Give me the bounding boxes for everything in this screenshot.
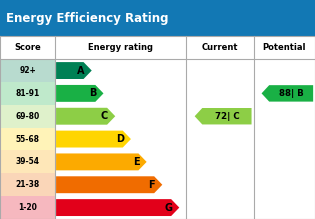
Bar xyxy=(0,150,55,173)
Text: 39-54: 39-54 xyxy=(15,157,40,166)
Text: C: C xyxy=(101,111,108,121)
Text: Potential: Potential xyxy=(262,43,306,52)
Bar xyxy=(0,173,55,196)
Polygon shape xyxy=(56,62,92,79)
Bar xyxy=(0,82,55,105)
Polygon shape xyxy=(56,199,179,216)
Text: 69-80: 69-80 xyxy=(15,112,40,121)
Text: 81-91: 81-91 xyxy=(15,89,40,98)
Text: G: G xyxy=(165,203,173,213)
Text: Energy rating: Energy rating xyxy=(88,43,153,52)
Polygon shape xyxy=(195,108,252,124)
Bar xyxy=(0,128,55,150)
Text: 21-38: 21-38 xyxy=(15,180,40,189)
Text: 72| C: 72| C xyxy=(215,112,239,121)
Text: E: E xyxy=(133,157,139,167)
Text: Score: Score xyxy=(14,43,41,52)
Polygon shape xyxy=(56,176,162,193)
Text: 55-68: 55-68 xyxy=(15,134,40,144)
Text: Current: Current xyxy=(202,43,238,52)
Text: 1-20: 1-20 xyxy=(18,203,37,212)
Text: Energy Efficiency Rating: Energy Efficiency Rating xyxy=(6,12,168,25)
Polygon shape xyxy=(56,85,104,102)
Bar xyxy=(0,59,55,82)
Text: 92+: 92+ xyxy=(19,66,36,75)
Text: 88| B: 88| B xyxy=(279,89,304,98)
Bar xyxy=(0,0,315,36)
Text: B: B xyxy=(89,88,96,98)
Polygon shape xyxy=(261,85,313,102)
Polygon shape xyxy=(56,108,115,125)
Polygon shape xyxy=(56,154,146,170)
Text: D: D xyxy=(116,134,124,144)
Polygon shape xyxy=(56,131,131,148)
Text: F: F xyxy=(148,180,155,190)
Text: A: A xyxy=(77,65,85,76)
Bar xyxy=(0,196,55,219)
Bar xyxy=(0,105,55,128)
